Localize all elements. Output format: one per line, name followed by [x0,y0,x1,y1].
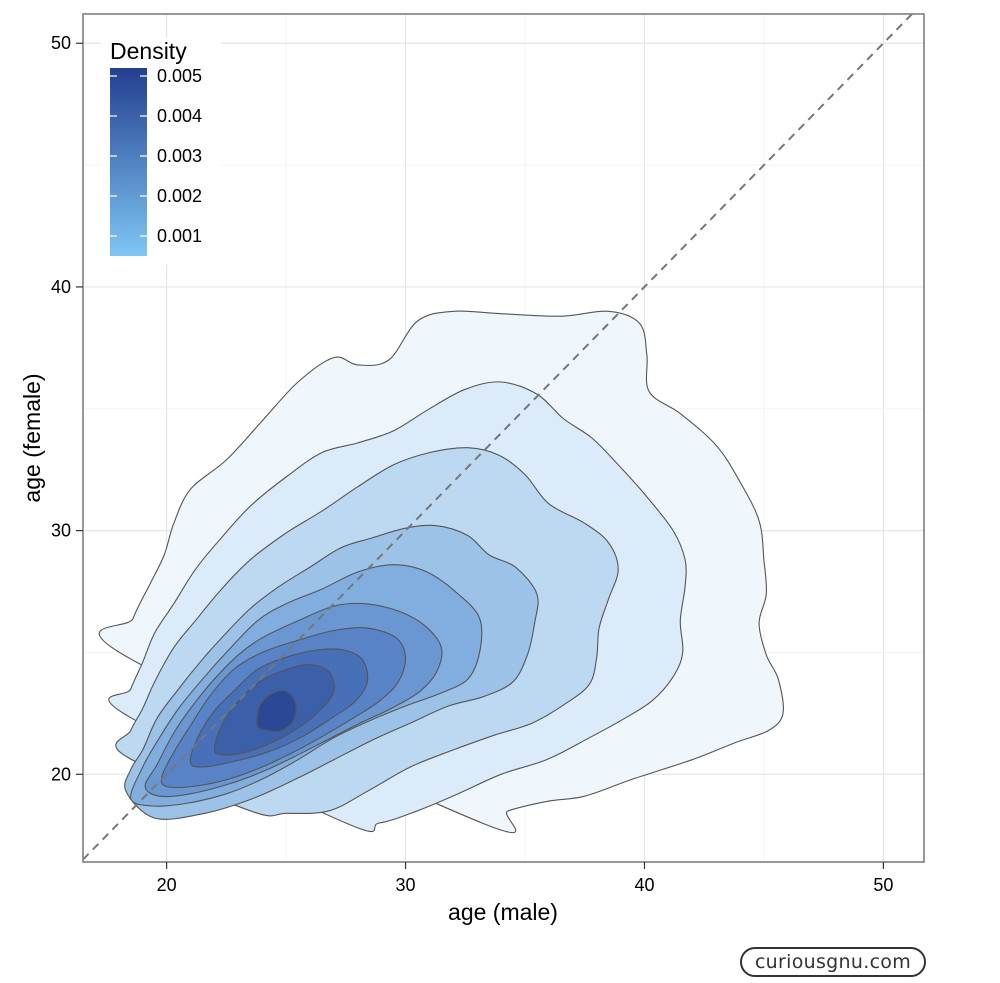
y-tick-label: 40 [51,277,71,297]
legend: Density 0.005 0.004 0.003 0.002 0.001 [101,37,221,265]
legend-colorbar [110,68,147,256]
x-tick-label: 20 [157,875,177,895]
legend-label: 0.001 [157,226,202,246]
y-tick-label: 50 [51,33,71,53]
legend-label: 0.002 [157,186,202,206]
legend-title: Density [110,38,187,64]
density-contours [98,310,784,834]
legend-label: 0.003 [157,146,202,166]
density-contour-10 [256,690,297,732]
watermark-badge: curiousgnu.com [740,947,926,977]
legend-label: 0.005 [157,66,202,86]
legend-ticks: 0.005 0.004 0.003 0.002 0.001 [110,66,202,246]
y-axis-ticks: 20 30 40 50 [51,33,83,784]
y-tick-label: 20 [51,764,71,784]
x-tick-label: 50 [873,875,893,895]
reference-line [82,13,913,861]
x-tick-label: 30 [396,875,416,895]
legend-label: 0.004 [157,106,202,126]
panel-border [82,13,925,863]
x-tick-label: 40 [634,875,654,895]
y-tick-label: 30 [51,521,71,541]
y-axis-title: age (female) [19,373,45,502]
x-axis-ticks: 20 30 40 50 [157,862,893,895]
x-axis-title: age (male) [448,899,558,925]
